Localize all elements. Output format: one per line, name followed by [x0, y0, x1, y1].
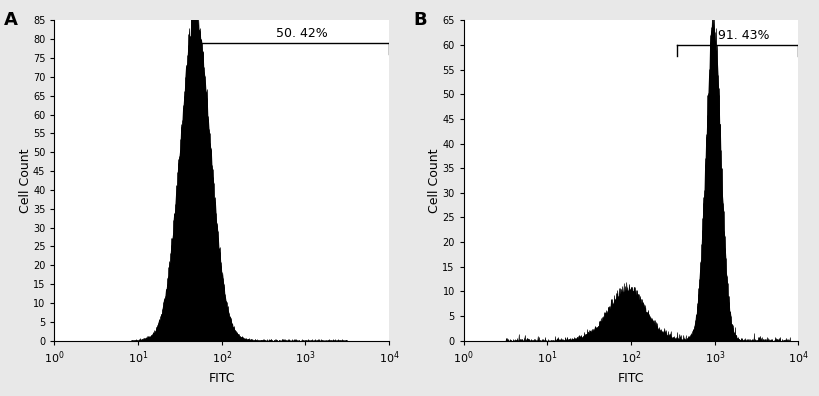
X-axis label: FITC: FITC: [617, 372, 644, 385]
Y-axis label: Cell Count: Cell Count: [19, 148, 31, 213]
X-axis label: FITC: FITC: [208, 372, 235, 385]
Text: B: B: [413, 11, 427, 29]
Text: 91. 43%: 91. 43%: [717, 29, 769, 42]
Text: A: A: [4, 11, 18, 29]
Text: 50. 42%: 50. 42%: [276, 27, 328, 40]
Y-axis label: Cell Count: Cell Count: [428, 148, 441, 213]
